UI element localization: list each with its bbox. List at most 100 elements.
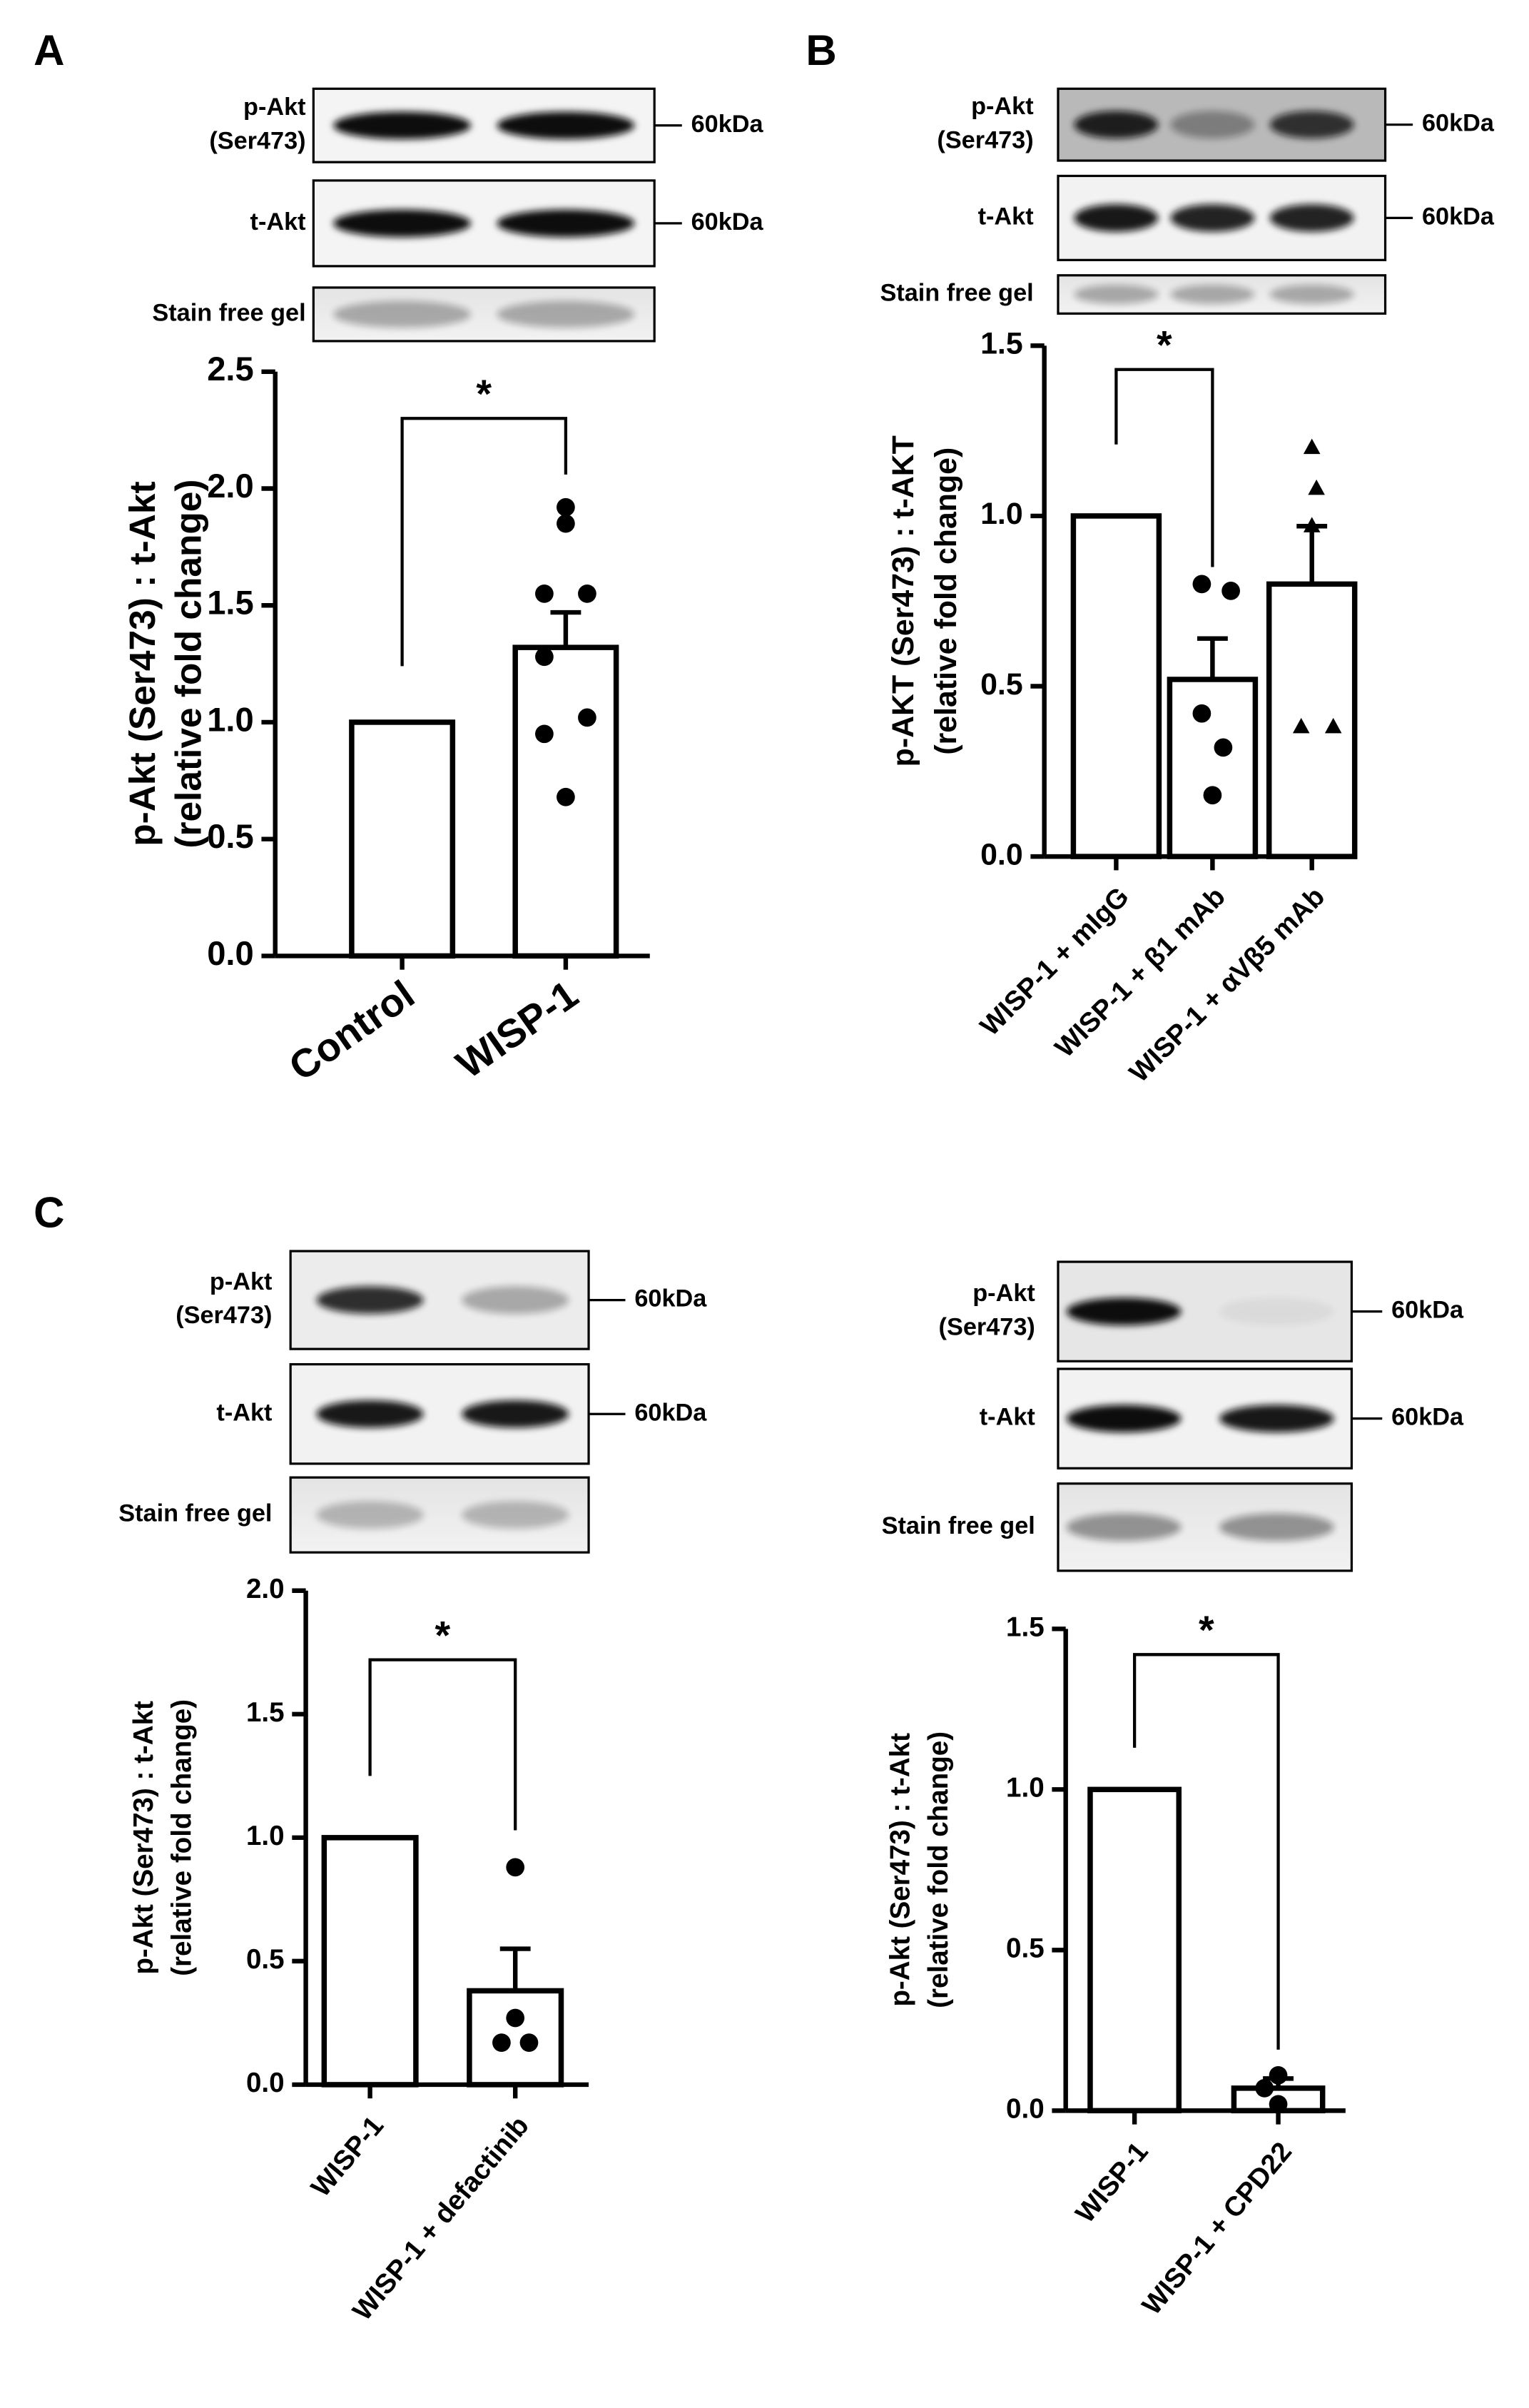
y-tick-label: 1.0	[246, 1821, 285, 1851]
significance-bracket	[368, 1658, 517, 1831]
blot-label: Stain free gel	[880, 280, 1033, 307]
data-point	[557, 514, 575, 533]
data-point	[578, 584, 596, 603]
data-point	[1308, 479, 1325, 495]
panel-label: B	[806, 26, 836, 74]
y-tick-label: 0.5	[207, 817, 254, 855]
data-point	[1269, 2066, 1288, 2085]
data-point	[557, 497, 575, 517]
blot-label: p-Akt	[971, 93, 1034, 120]
blot-band	[1066, 1297, 1182, 1325]
blot-band	[1170, 204, 1255, 232]
bar	[1087, 1786, 1182, 2114]
blot-label: (Ser473)	[209, 127, 305, 154]
blot-band	[1219, 1513, 1334, 1542]
blot-label: t-Akt	[980, 1404, 1035, 1431]
blot-band	[1074, 111, 1159, 138]
bar	[1266, 581, 1358, 859]
kda-label: 60kDa	[634, 1399, 707, 1426]
y-tick-label: 1.5	[1006, 1612, 1045, 1643]
y-tick-label: 0.0	[246, 2068, 285, 2098]
blot-band	[1219, 1297, 1334, 1325]
y-tick-label: 0.0	[1006, 2094, 1045, 2125]
data-point	[1255, 2079, 1274, 2098]
blot-band	[1170, 111, 1255, 138]
data-point	[1303, 438, 1321, 455]
y-tick-label: 0.5	[1006, 1933, 1045, 1964]
significance-bracket	[1132, 1653, 1280, 2050]
blot-label: t-Akt	[978, 203, 1034, 230]
data-point	[1192, 704, 1211, 723]
data-point	[1303, 517, 1321, 532]
bar	[467, 1988, 564, 2088]
blot-label: (Ser473)	[937, 126, 1033, 153]
data-point	[535, 584, 554, 603]
blot-band	[1074, 285, 1159, 304]
y-tick-label: 2.0	[207, 467, 254, 505]
significance-label: *	[435, 1613, 451, 1657]
blot-band	[497, 300, 635, 328]
kda-label: 60kDa	[691, 111, 764, 138]
blot-band	[1269, 204, 1354, 232]
data-point	[492, 2033, 511, 2052]
panel-label: C	[34, 1189, 64, 1237]
y-tick-label: 0.5	[246, 1944, 285, 1975]
y-axis-label: (relative fold change)	[923, 1731, 954, 2008]
error-bar	[499, 1946, 531, 1991]
blot-band	[333, 209, 472, 238]
blot-band	[497, 209, 635, 238]
blot-label: Stain free gel	[882, 1512, 1035, 1539]
y-tick-label: 0.5	[980, 667, 1023, 702]
data-point	[1221, 582, 1240, 600]
data-point	[1292, 717, 1310, 734]
blot-band	[1219, 1405, 1334, 1432]
y-axis-label: (relative fold change)	[166, 1699, 197, 1976]
bar	[349, 719, 456, 959]
blot-band	[316, 1400, 424, 1428]
kda-label: 60kDa	[1422, 203, 1495, 230]
bar	[1167, 677, 1259, 859]
bar	[1070, 513, 1162, 859]
y-axis-label: p-Akt (Ser473) : t-Akt	[121, 481, 163, 846]
data-point	[1269, 2095, 1288, 2114]
kda-label: 60kDa	[1391, 1404, 1464, 1431]
data-point	[1192, 575, 1211, 594]
kda-label: 60kDa	[1422, 110, 1495, 137]
y-axis-label: p-AKT (Ser473) : t-AKT	[886, 435, 920, 767]
significance-label: *	[1199, 1608, 1214, 1652]
data-point	[557, 787, 575, 806]
blot-label: Stain free gel	[152, 299, 305, 326]
y-tick-label: 2.0	[246, 1574, 285, 1604]
blot-label: p-Akt	[243, 93, 306, 121]
y-tick-label: 0.0	[980, 837, 1023, 871]
data-point	[535, 724, 554, 744]
kda-label: 60kDa	[1391, 1297, 1464, 1324]
blot-band	[1074, 204, 1159, 232]
blot-band	[462, 1501, 569, 1529]
blot-band	[316, 1501, 424, 1529]
significance-bracket	[400, 417, 568, 667]
blot-label: Stain free gel	[118, 1500, 272, 1527]
panel-label: A	[34, 26, 64, 74]
blot-label: (Ser473)	[176, 1302, 272, 1329]
data-point	[578, 708, 596, 727]
significance-label: *	[476, 372, 492, 416]
significance-bracket	[1114, 368, 1214, 567]
y-tick-label: 1.0	[207, 700, 254, 738]
data-point	[506, 1858, 525, 1877]
significance-label: *	[1157, 323, 1172, 367]
y-axis-label: (relative fold change)	[929, 447, 963, 755]
blot-band	[333, 300, 472, 328]
blot-band	[316, 1286, 424, 1314]
y-tick-label: 1.5	[207, 584, 254, 622]
blot-label: t-Akt	[216, 1399, 272, 1426]
blot-band	[462, 1286, 569, 1314]
blot-label: t-Akt	[250, 208, 306, 236]
blot-label: p-Akt	[210, 1268, 273, 1295]
data-point	[1203, 786, 1222, 805]
blot-band	[497, 111, 635, 140]
y-tick-label: 2.5	[207, 350, 254, 388]
